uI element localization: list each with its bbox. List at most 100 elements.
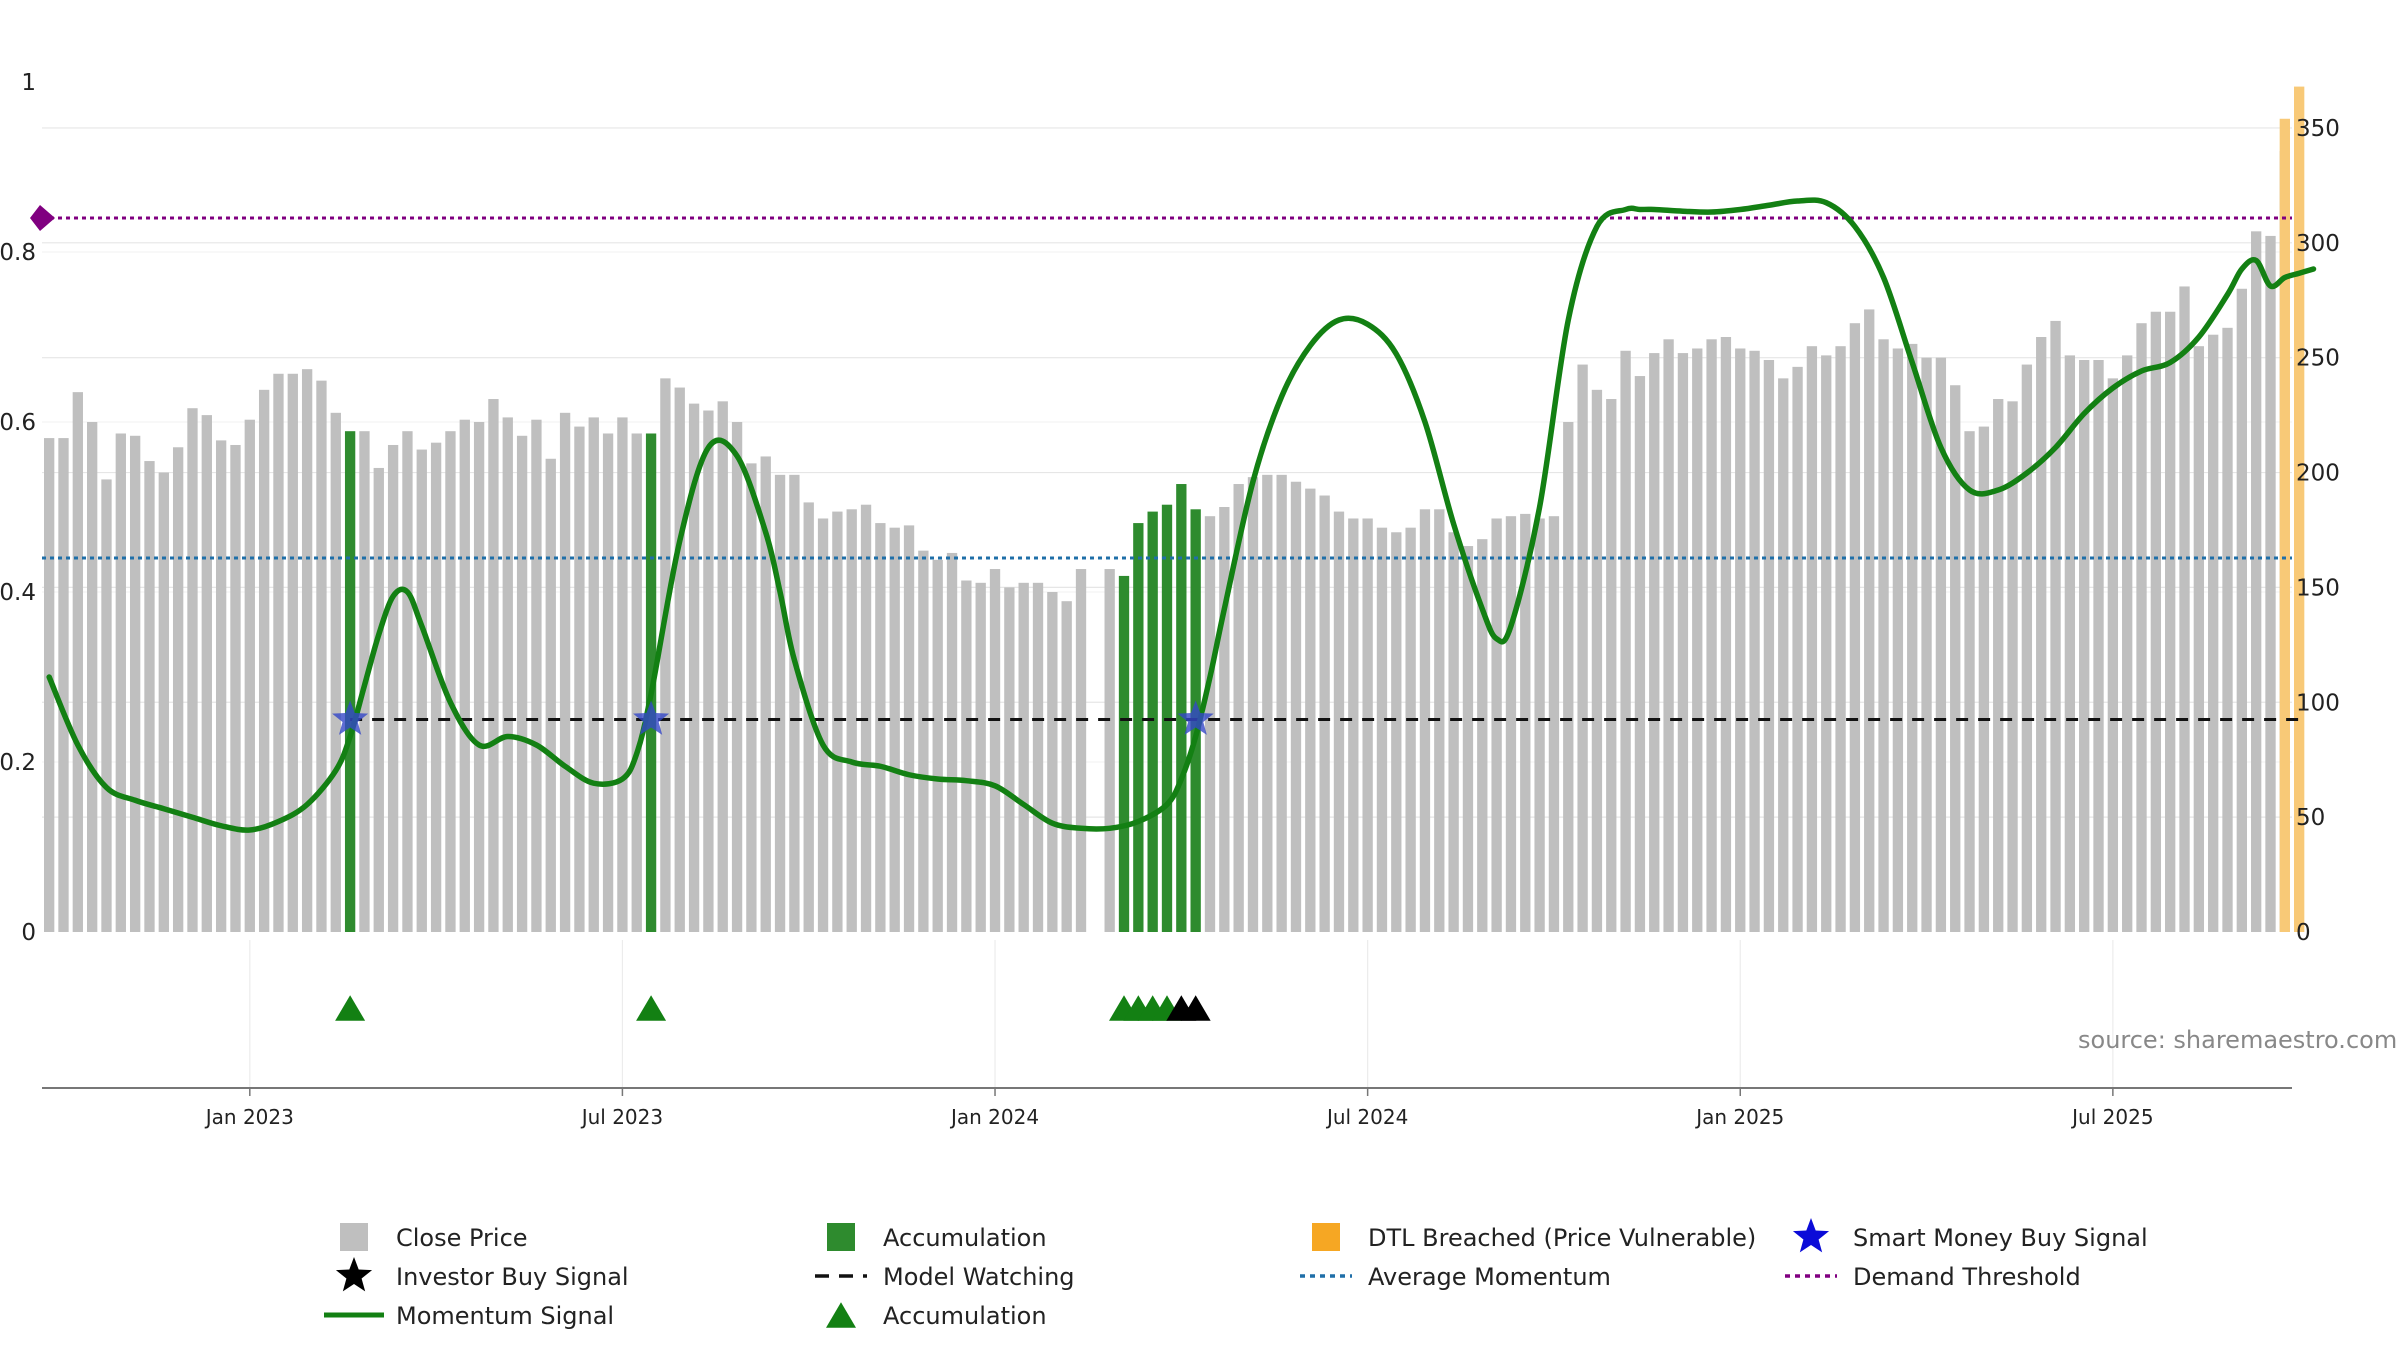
x-axis-tick-label: Jul 2023: [580, 1105, 663, 1129]
accumulation-bar: [1147, 511, 1158, 932]
close-price-bar: [832, 511, 843, 932]
close-price-bar: [1305, 488, 1316, 932]
close-price-bar: [1677, 353, 1689, 933]
close-price-bar: [1591, 389, 1603, 932]
close-price-bar: [545, 458, 556, 932]
close-price-bar: [1419, 509, 1431, 932]
accumulation-bar: [1176, 484, 1187, 932]
legend-item-avg_mom: Average Momentum: [1300, 1263, 1611, 1291]
close-price-bar: [445, 431, 456, 932]
close-price-bar: [387, 444, 399, 932]
close-price-bar: [1505, 516, 1517, 932]
legend-item-accum_bar: Accumulation: [827, 1223, 1047, 1252]
legend-item-close: Close Price: [340, 1223, 528, 1252]
close-price-bar: [1978, 426, 1990, 932]
demand-threshold-marker: [30, 205, 55, 231]
close-price-bar: [2193, 346, 2205, 932]
x-axis-tick-label: Jul 2024: [1325, 1105, 1408, 1129]
legend-label: Investor Buy Signal: [396, 1263, 629, 1291]
close-price-bar: [918, 550, 929, 932]
close-price-bar: [1348, 518, 1359, 932]
close-price-bar: [44, 438, 55, 932]
smart-money-buy-star: [332, 700, 369, 735]
close-price-bar: [1491, 518, 1502, 932]
close-price-bar: [946, 552, 958, 932]
close-price-bar: [230, 444, 241, 932]
close-price-bar: [2093, 359, 2104, 932]
close-price-bar: [1821, 355, 1832, 932]
close-price-bar: [2079, 359, 2090, 932]
close-price-bar: [760, 456, 771, 932]
close-price-bar: [144, 461, 155, 932]
close-price-bar: [717, 401, 728, 932]
close-price-bar: [559, 412, 571, 933]
close-price-bar: [2050, 320, 2061, 932]
smart-money-buy-star: [633, 700, 670, 735]
legend-item-dtl: DTL Breached (Price Vulnerable): [1312, 1223, 1756, 1252]
close-price-bar: [1606, 399, 1617, 932]
close-price-bar: [889, 527, 900, 932]
close-price-bar: [688, 403, 700, 933]
close-price-bar: [2021, 364, 2033, 932]
left-axis-tick-label: 0: [21, 920, 36, 946]
close-price-bar: [1663, 339, 1674, 932]
close-price-bar: [817, 518, 829, 932]
close-price-bar: [58, 438, 69, 932]
axes-layer: 0 0.2 0.4 0.6 0.8 1 0 50 100 150 200 250 300 350 Jan 2…: [0, 70, 2340, 1129]
accumulation-triangle: [335, 995, 366, 1021]
close-price-bar: [1462, 546, 1474, 932]
right-axis-tick-label: 0: [2296, 920, 2311, 946]
close-price-bar: [1706, 339, 1717, 932]
close-price-bar: [932, 559, 943, 932]
legend: Close Price Accumulation DTL Breached (Pri…: [324, 1218, 2148, 1330]
left-axis-tick-label: 0.8: [0, 240, 36, 266]
right-axis-tick-label: 200: [2296, 461, 2340, 487]
close-price-bar: [201, 415, 212, 932]
close-price-bar: [789, 474, 800, 932]
close-price-bar: [215, 440, 227, 932]
close-price-bar: [1376, 527, 1388, 932]
close-price-bar: [1233, 484, 1244, 932]
close-price-bar: [101, 479, 112, 932]
close-price-bar: [488, 399, 499, 932]
close-price-bar: [459, 419, 470, 932]
close-price-bar: [1778, 378, 1789, 933]
legend-item-accum_tri: Accumulation: [826, 1302, 1047, 1330]
source-label: source: sharemaestro.com: [2078, 1026, 2397, 1054]
close-price-bar: [2222, 327, 2233, 933]
legend-label: Smart Money Buy Signal: [1853, 1224, 2148, 1252]
dtl-breached-bar: [2279, 118, 2290, 932]
x-axis-tick-label: Jan 2024: [949, 1105, 1039, 1129]
close-price-bar: [2122, 355, 2133, 932]
close-price-bar: [2036, 337, 2047, 932]
close-price-bar: [1448, 532, 1459, 932]
close-price-bar: [2107, 378, 2119, 933]
legend-accumulation-triangle-icon: [826, 1302, 856, 1328]
right-axis-tick-label: 50: [2296, 805, 2325, 831]
close-price-bar: [1792, 366, 1803, 932]
close-price-bar: [1548, 516, 1560, 932]
close-price-bar: [2251, 231, 2262, 932]
close-price-bar: [1735, 348, 1746, 933]
close-price-bar: [1319, 495, 1330, 932]
dtl-breached-bar: [2294, 86, 2305, 932]
close-price-bar: [1692, 348, 1703, 933]
close-price-bar: [2236, 288, 2247, 933]
legend-label: DTL Breached (Price Vulnerable): [1368, 1224, 1756, 1252]
close-price-bar: [2265, 235, 2276, 932]
close-price-bar: [115, 433, 126, 932]
close-price-bar: [1534, 518, 1545, 932]
close-price-bar: [1806, 346, 1818, 932]
close-price-bar: [1993, 399, 2004, 932]
close-price-bar: [602, 433, 614, 932]
legend-investor-star-icon: [335, 1257, 373, 1292]
close-price-bar: [703, 410, 714, 932]
close-price-bar: [430, 442, 442, 932]
legend-swatch-accumulation: [827, 1223, 855, 1251]
close-price-bar: [1075, 569, 1087, 932]
close-price-bar: [72, 392, 83, 932]
close-price-bar: [187, 408, 198, 933]
close-price-bar: [1849, 323, 1861, 933]
smart-money-buy-star: [1177, 700, 1214, 735]
